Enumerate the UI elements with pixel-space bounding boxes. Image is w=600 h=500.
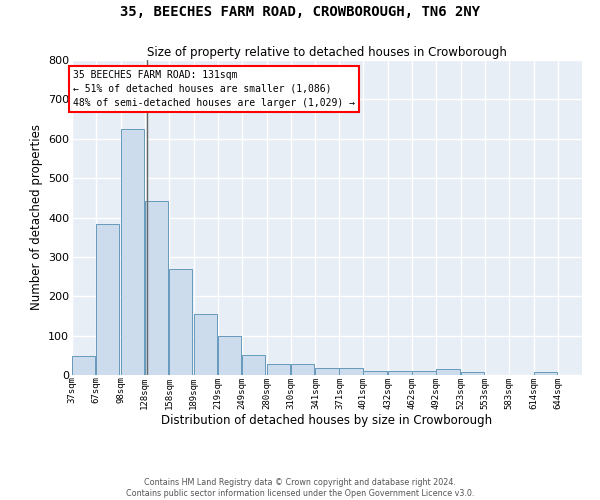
X-axis label: Distribution of detached houses by size in Crowborough: Distribution of detached houses by size … — [161, 414, 493, 427]
Bar — [534, 372, 557, 375]
Bar — [290, 364, 314, 375]
Text: Contains HM Land Registry data © Crown copyright and database right 2024.
Contai: Contains HM Land Registry data © Crown c… — [126, 478, 474, 498]
Bar — [364, 370, 387, 375]
Bar — [242, 354, 265, 375]
Bar — [218, 336, 241, 375]
Bar — [72, 356, 95, 375]
Bar — [145, 201, 168, 375]
Text: 35 BEECHES FARM ROAD: 131sqm
← 51% of detached houses are smaller (1,086)
48% of: 35 BEECHES FARM ROAD: 131sqm ← 51% of de… — [73, 70, 355, 108]
Bar — [412, 370, 436, 375]
Y-axis label: Number of detached properties: Number of detached properties — [29, 124, 43, 310]
Bar — [169, 270, 192, 375]
Bar — [266, 364, 290, 375]
Text: 35, BEECHES FARM ROAD, CROWBOROUGH, TN6 2NY: 35, BEECHES FARM ROAD, CROWBOROUGH, TN6 … — [120, 5, 480, 19]
Bar — [121, 130, 144, 375]
Bar — [316, 368, 339, 375]
Bar — [194, 314, 217, 375]
Bar — [436, 370, 460, 375]
Bar — [461, 372, 484, 375]
Title: Size of property relative to detached houses in Crowborough: Size of property relative to detached ho… — [147, 46, 507, 59]
Bar — [96, 224, 119, 375]
Bar — [388, 370, 412, 375]
Bar — [340, 368, 363, 375]
